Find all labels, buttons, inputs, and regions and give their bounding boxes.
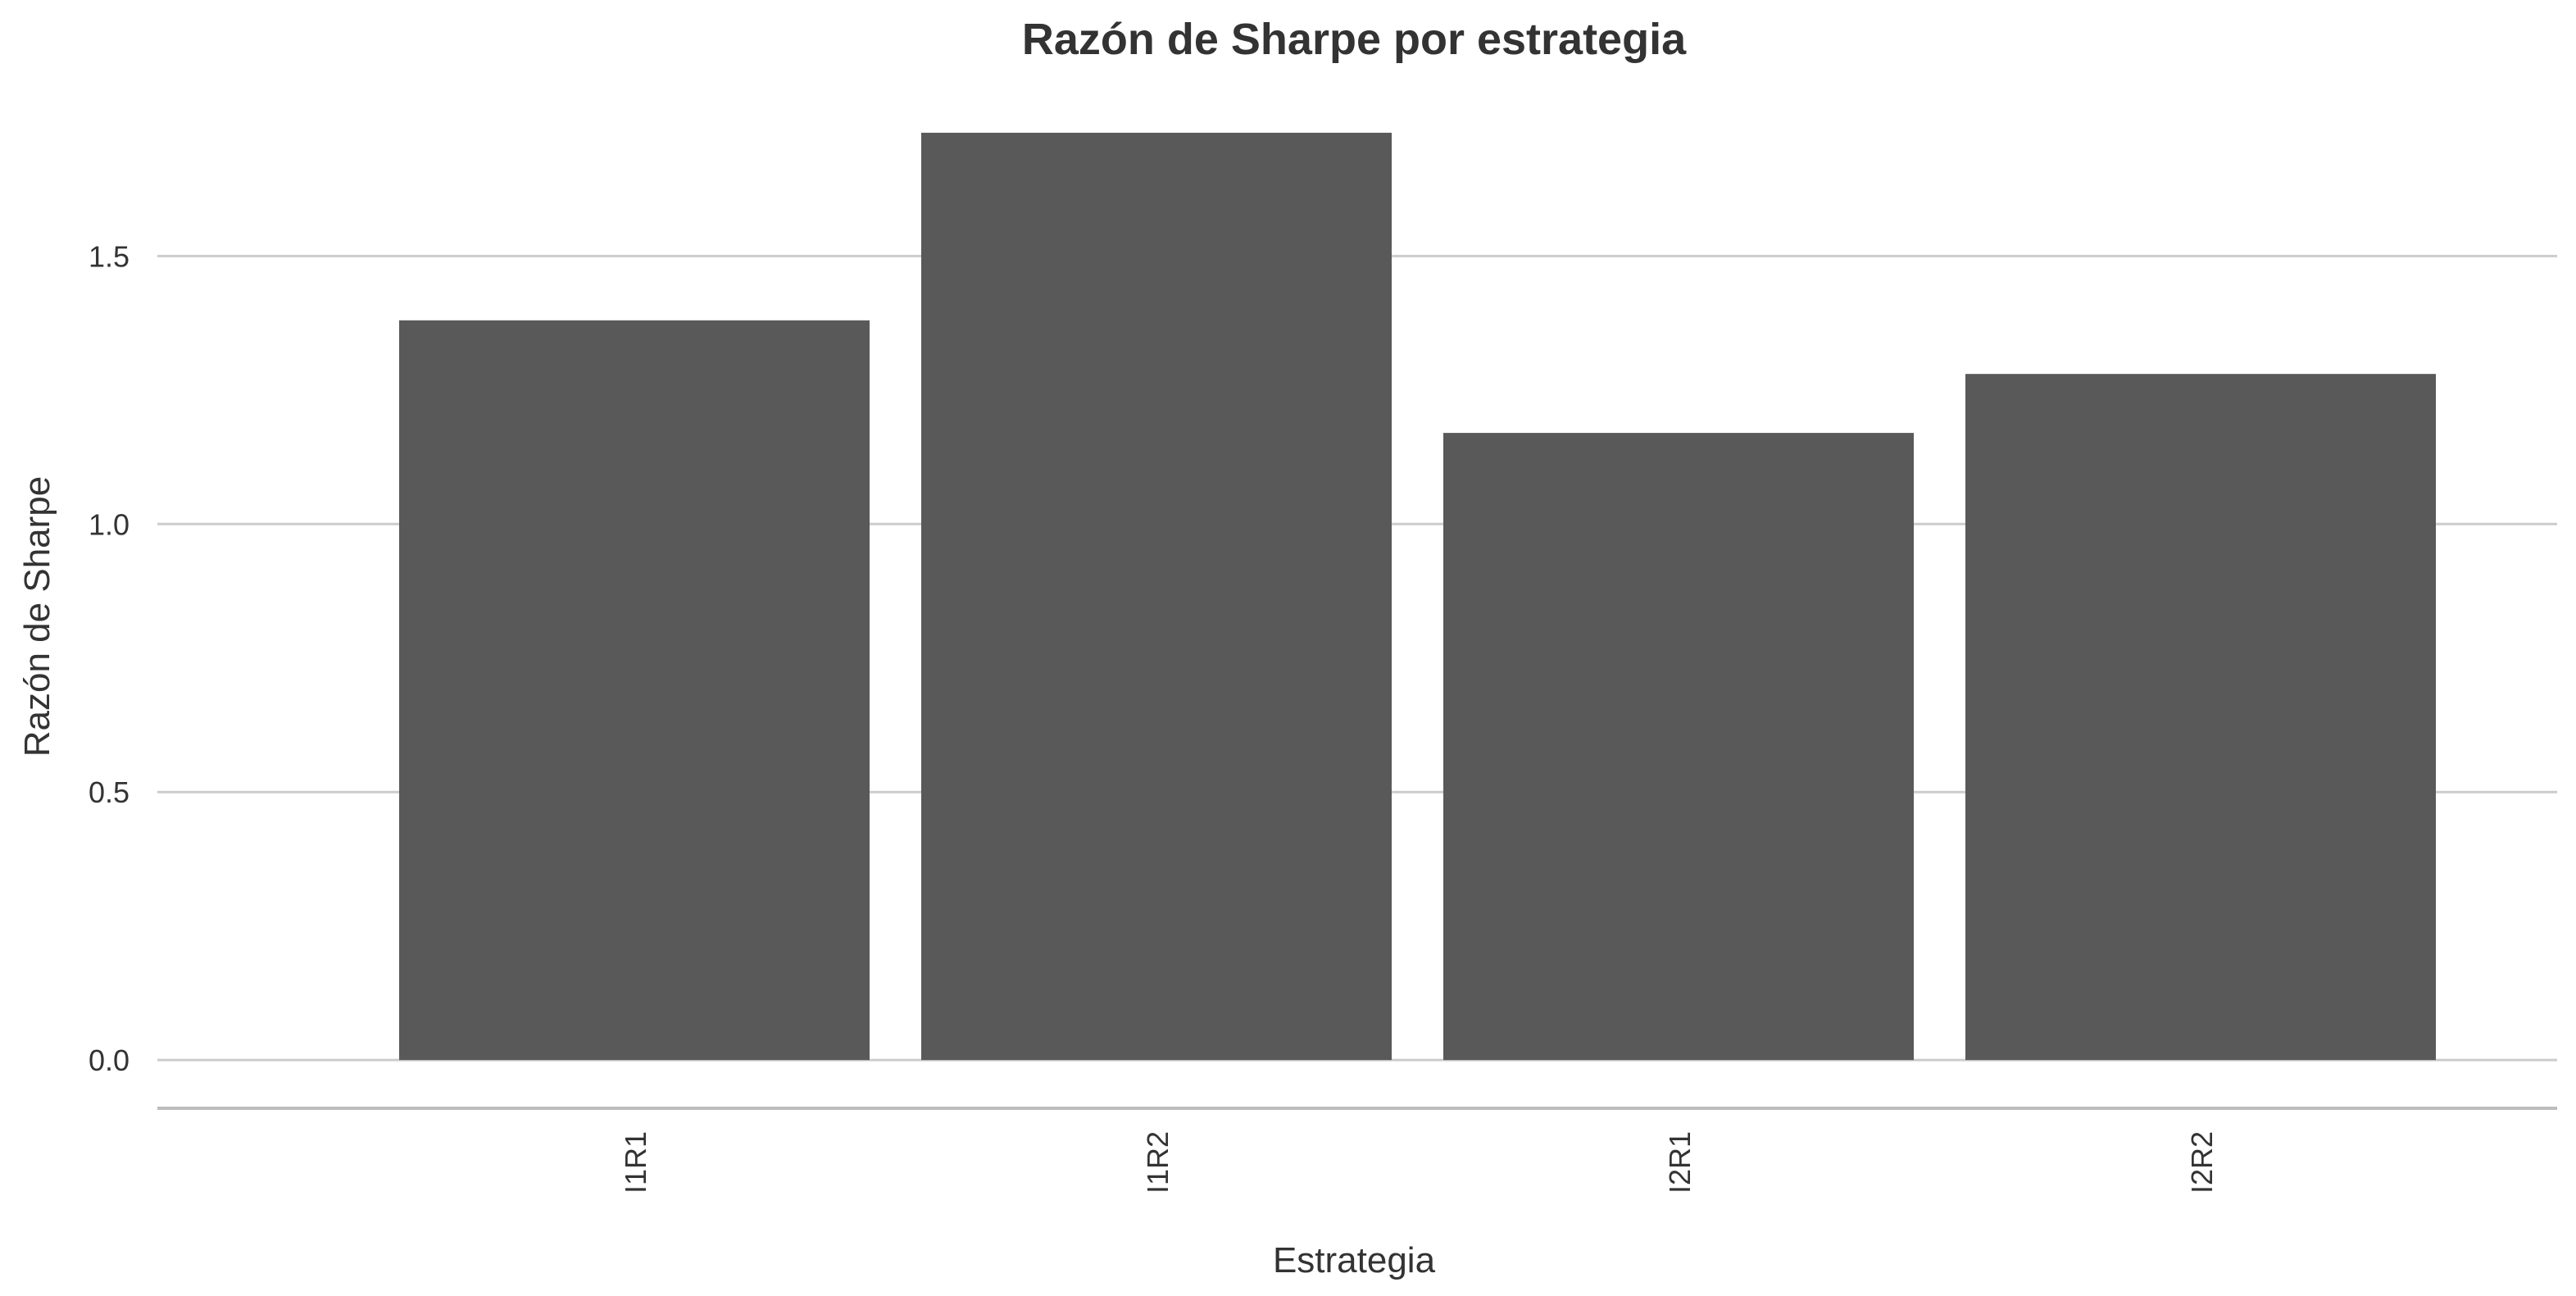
x-tick-label: I1R1: [619, 1131, 652, 1194]
x-tick-label: I2R2: [2185, 1131, 2219, 1194]
x-axis-ticks: I1R1 I1R2 I2R1 I2R2: [619, 1131, 2219, 1194]
x-tick-label: I2R1: [1663, 1131, 1697, 1194]
bar-i1r2: [921, 132, 1392, 1061]
y-tick-label: 0.0: [89, 1044, 129, 1077]
bars: [399, 132, 2436, 1061]
bar-i1r1: [399, 320, 870, 1061]
chart-title: Razón de Sharpe por estrategia: [1022, 15, 1687, 64]
y-tick-label: 1.5: [89, 239, 129, 273]
bar-i2r1: [1443, 433, 1914, 1061]
x-axis-title: Estrategia: [1273, 1240, 1436, 1280]
x-tick-label: I1R2: [1141, 1131, 1174, 1194]
bar-i2r2: [1965, 374, 2436, 1061]
y-axis-ticks: 0.0 0.5 1.0 1.5: [89, 239, 129, 1077]
y-tick-label: 0.5: [89, 775, 129, 809]
y-tick-label: 1.0: [89, 507, 129, 541]
y-axis-title: Razón de Sharpe: [17, 476, 57, 757]
